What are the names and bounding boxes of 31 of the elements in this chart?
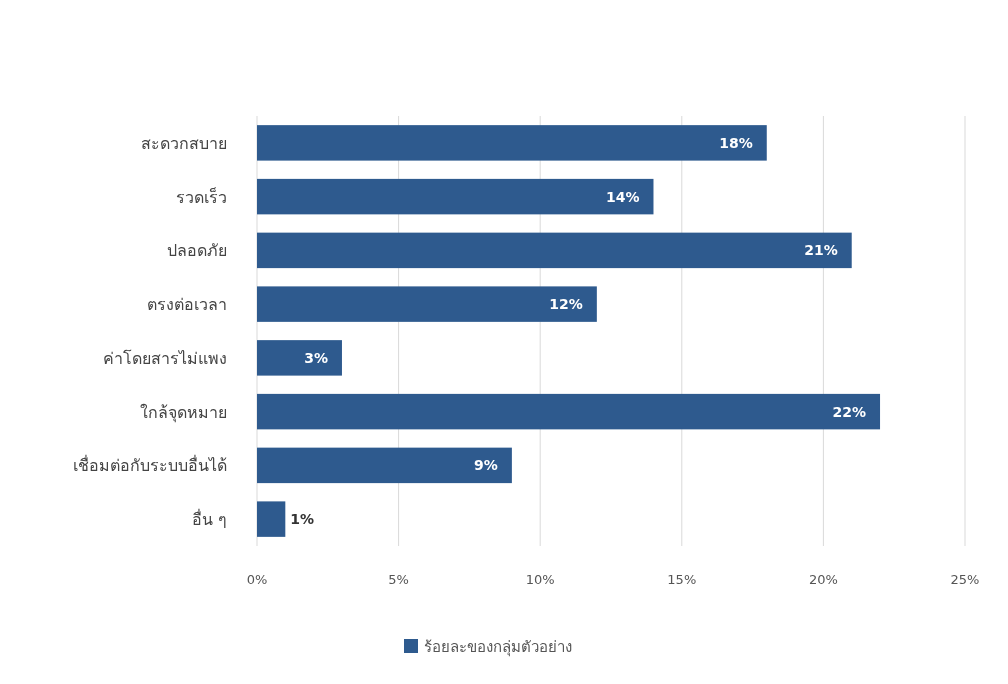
y-tick-label: สะดวกสบาย <box>141 133 227 153</box>
y-tick-label: ตรงต่อเวลา <box>147 295 227 315</box>
x-tick-label: 5% <box>388 572 409 587</box>
y-tick-label: อื่น ๆ <box>191 508 227 530</box>
data-label: 14% <box>605 188 640 205</box>
bar <box>257 501 286 537</box>
bar <box>257 125 767 161</box>
data-label: 21% <box>804 242 838 259</box>
bar <box>257 178 654 215</box>
x-tick-label: 10% <box>525 572 555 587</box>
data-label: 1% <box>290 511 315 528</box>
bar <box>257 232 852 269</box>
data-label: 22% <box>832 403 867 420</box>
bar <box>257 340 342 376</box>
x-tick-label: 0% <box>246 572 268 587</box>
data-label: 12% <box>549 296 583 313</box>
x-tick-label: 15% <box>667 572 697 587</box>
y-tick-label: รวดเร็ว <box>176 186 227 207</box>
data-label: 18% <box>719 134 753 151</box>
bar <box>257 447 512 484</box>
bar <box>257 393 881 430</box>
y-tick-label: ปลอดภัย <box>167 241 227 261</box>
legend-label: ร้อยละของกลุ่มตัวอย่าง <box>424 638 572 657</box>
data-label: 9% <box>474 457 498 474</box>
y-tick-label: ค่าโดยสารไม่แพง <box>103 348 227 368</box>
y-tick-label: เชื่อมต่อกับระบบอื่นได้ <box>73 454 227 476</box>
bar <box>257 286 597 322</box>
x-tick-label: 25% <box>950 572 980 587</box>
y-tick-label: ใกล้จุดหมาย <box>140 402 227 423</box>
data-label: 3% <box>304 349 328 366</box>
x-tick-label: 20% <box>808 572 838 587</box>
